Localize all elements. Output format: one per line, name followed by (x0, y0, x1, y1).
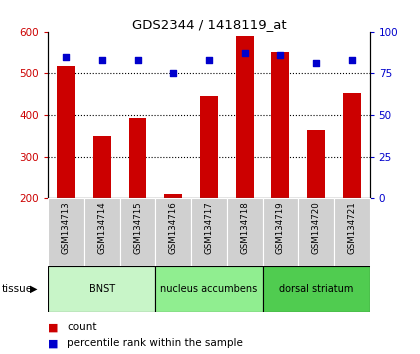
Bar (57, 66, 75, 198)
Point (277, 52, 284, 58)
Bar (93, 136, 111, 198)
Bar (343, 93, 361, 198)
Point (206, 57, 212, 63)
Text: count: count (67, 322, 97, 332)
Text: tissue: tissue (2, 284, 33, 293)
Bar (155, 266, 262, 312)
Text: percentile rank within the sample: percentile rank within the sample (67, 338, 243, 348)
Bar (120, 198, 155, 266)
Text: GSM134718: GSM134718 (240, 202, 249, 255)
Bar (262, 266, 370, 312)
Bar (334, 198, 370, 266)
Bar (129, 118, 147, 198)
Text: GSM134713: GSM134713 (62, 202, 71, 255)
Point (241, 51, 248, 56)
Point (98, 57, 105, 63)
Bar (227, 198, 262, 266)
Text: GSM134715: GSM134715 (133, 202, 142, 255)
Bar (191, 198, 227, 266)
Bar (298, 198, 334, 266)
Text: ▶: ▶ (30, 284, 38, 293)
Bar (262, 198, 298, 266)
Point (170, 71, 177, 76)
Text: BNST: BNST (89, 284, 115, 293)
Text: dorsal striatum: dorsal striatum (279, 284, 353, 293)
Text: GSM134717: GSM134717 (205, 202, 213, 255)
Bar (155, 198, 191, 266)
Bar (307, 130, 325, 198)
Text: GSM134719: GSM134719 (276, 202, 285, 254)
Point (312, 61, 319, 66)
Title: GDS2344 / 1418119_at: GDS2344 / 1418119_at (131, 18, 286, 31)
Bar (271, 52, 289, 198)
Bar (48, 198, 84, 266)
Bar (48, 266, 155, 312)
Point (134, 57, 141, 63)
Text: ■: ■ (48, 338, 59, 348)
Point (63, 54, 70, 59)
Text: GSM134714: GSM134714 (97, 202, 106, 255)
Point (349, 57, 355, 63)
Text: GSM134721: GSM134721 (347, 202, 356, 255)
Text: nucleus accumbens: nucleus accumbens (160, 284, 257, 293)
Bar (164, 194, 182, 198)
Bar (84, 198, 120, 266)
Bar (236, 36, 254, 198)
Text: GSM134716: GSM134716 (169, 202, 178, 255)
Bar (200, 96, 218, 198)
Text: ■: ■ (48, 322, 59, 332)
Text: GSM134720: GSM134720 (312, 202, 320, 255)
